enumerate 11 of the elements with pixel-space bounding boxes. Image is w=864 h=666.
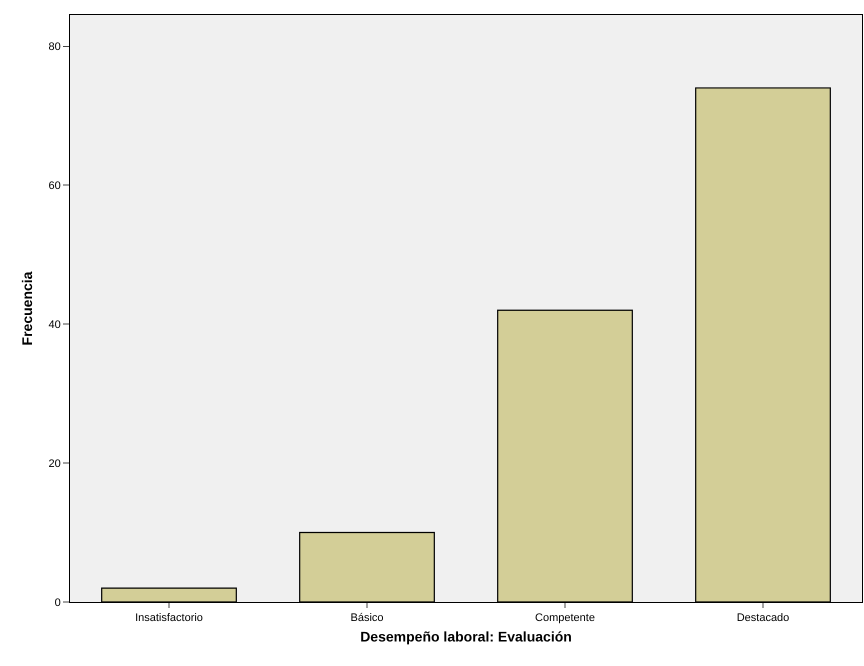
y-tick-label: 80 [48, 41, 61, 54]
x-tick-label: Destacado [736, 612, 790, 624]
y-tick-label: 0 [54, 596, 61, 609]
x-tick-label: Competente [535, 612, 595, 624]
y-tick-label: 20 [48, 458, 61, 470]
y-tick-label: 40 [48, 318, 61, 331]
x-tick-label: Básico [350, 612, 384, 624]
y-tick-label: 60 [48, 180, 61, 192]
y-axis-title: Frecuencia [19, 271, 36, 346]
x-tick-label: Insatisfactorio [135, 612, 203, 624]
x-axis-title: Desempeño laboral: Evaluación [360, 628, 572, 644]
